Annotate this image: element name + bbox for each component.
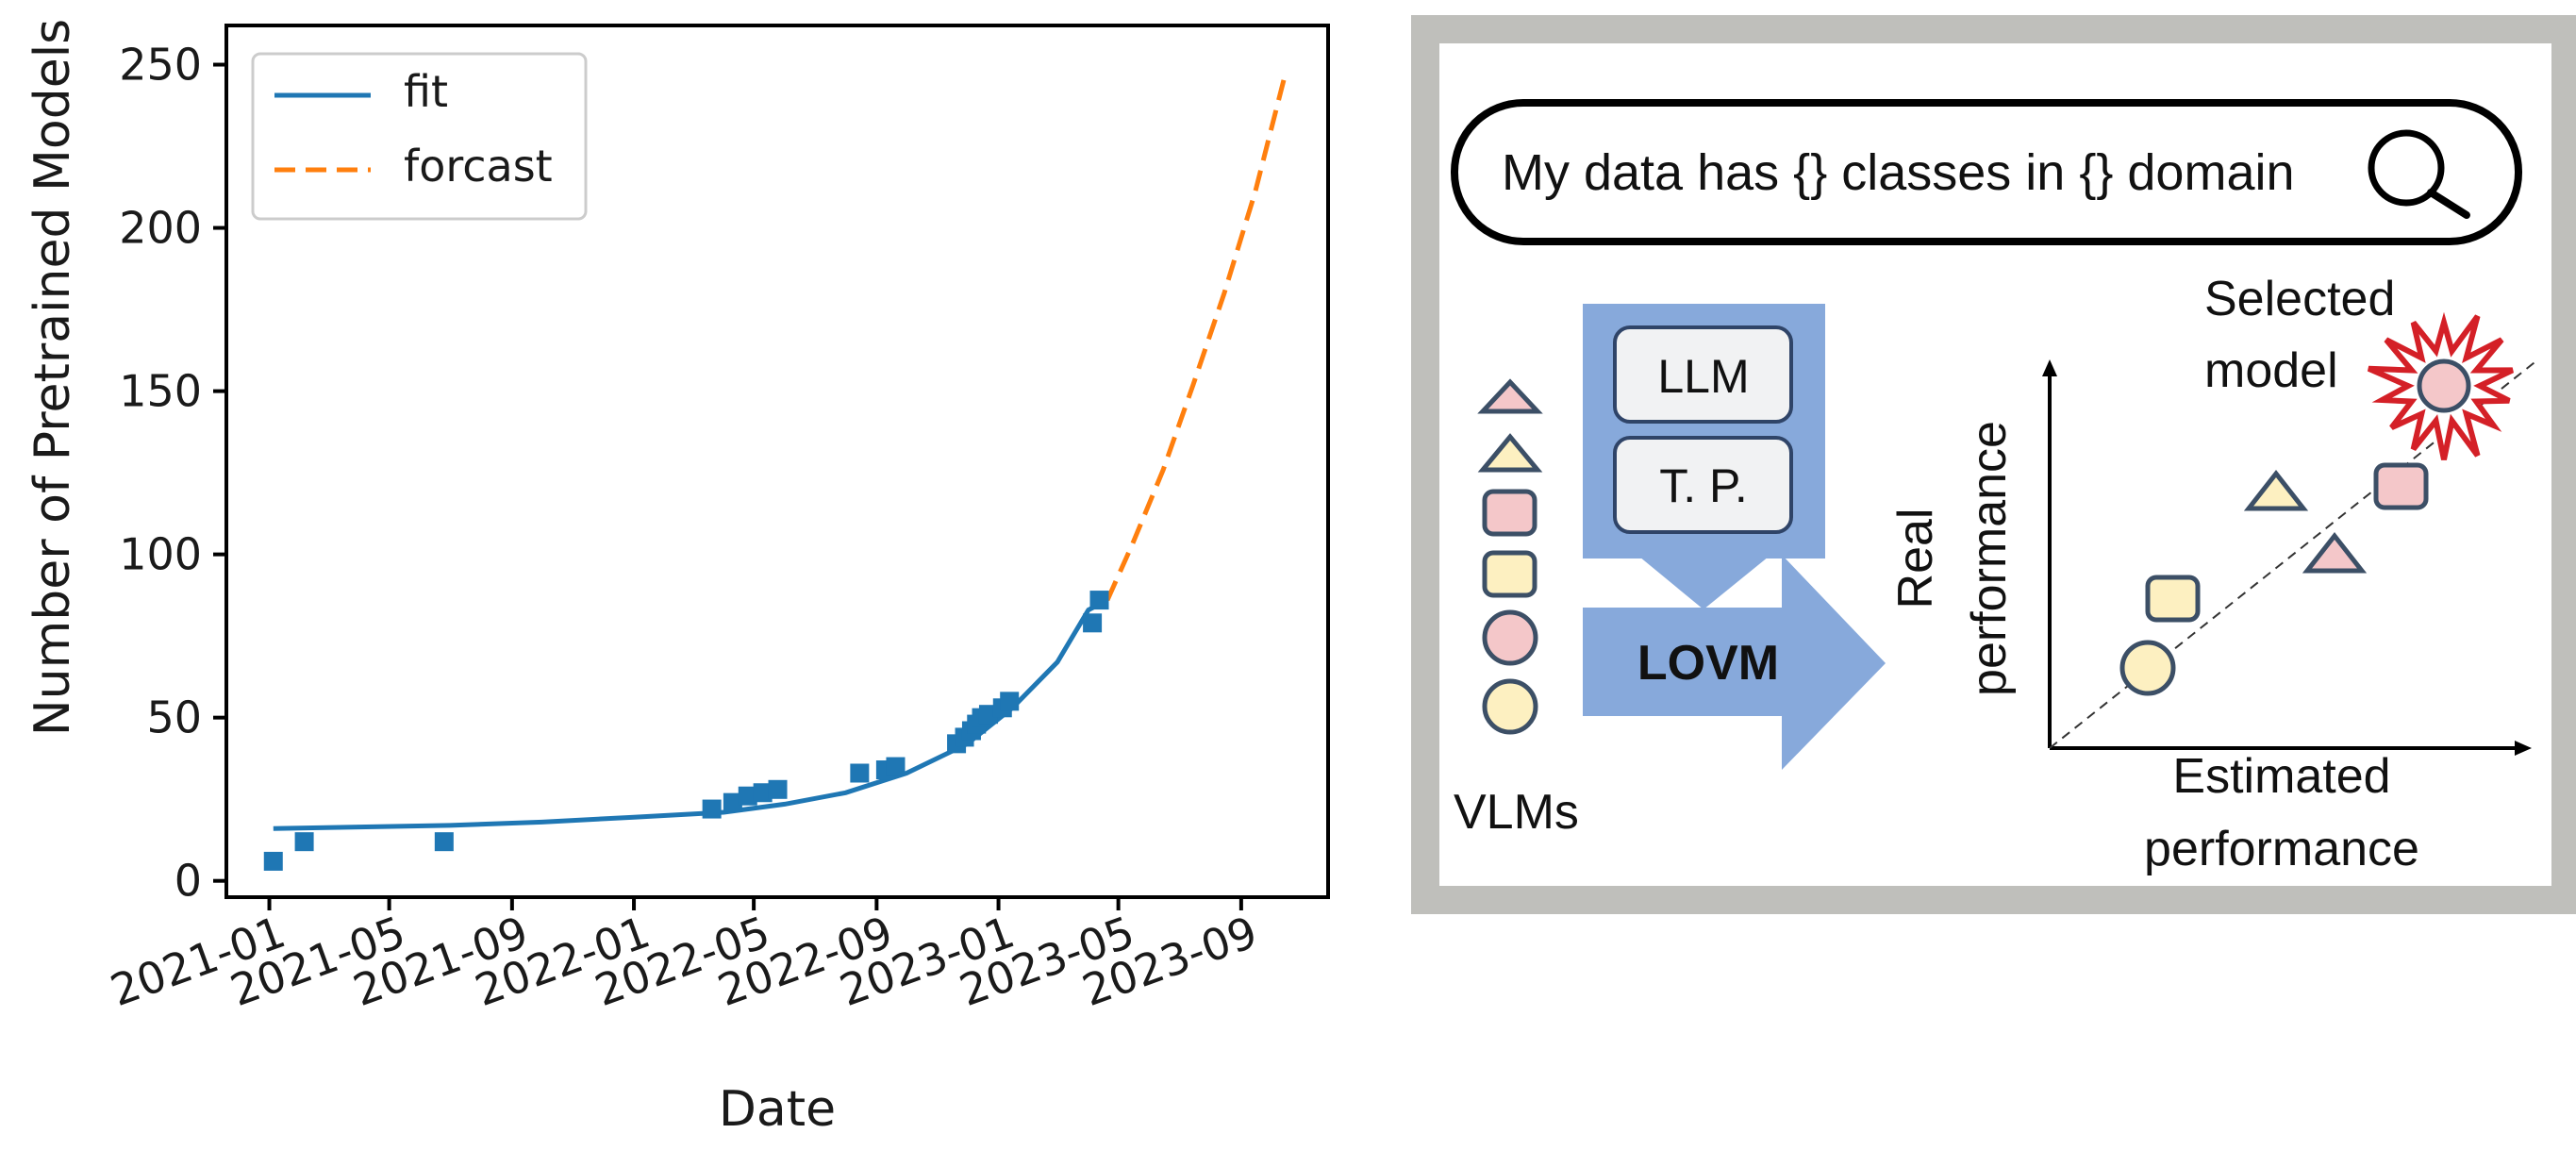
vlm-circle-pink [1482, 609, 1538, 666]
tp-box [1613, 436, 1793, 534]
lovm-arrow [1583, 555, 1886, 770]
legend-label-forcast: forcast [404, 141, 553, 192]
data-point-marker [434, 832, 454, 852]
vlm-square-pink [1482, 489, 1537, 537]
lovm-pipeline: LLM T. P. LOVM [1583, 304, 1886, 770]
series-line-forcast [1105, 74, 1288, 602]
data-point-marker [263, 851, 283, 871]
vlm-triangle-yellow [1477, 433, 1543, 473]
performance-plot: Selected model Real performance Estimate… [1888, 272, 2539, 876]
plot-frame [224, 24, 1330, 899]
data-point-marker [1000, 692, 1020, 711]
y-tick-label: 150 [119, 366, 202, 417]
series-layer [263, 74, 1288, 871]
y-tick-label: 50 [146, 692, 202, 743]
data-point-marker [723, 792, 742, 812]
data-point-marker [850, 763, 870, 783]
lovm-diagram: My data has {} classes in {} domain VLMs… [1411, 15, 2576, 914]
y-arrowhead [2042, 359, 2057, 376]
x-axis-label-line1: Estimated [2172, 749, 2390, 804]
point-triangle-pink [2302, 531, 2368, 574]
data-point-marker [702, 799, 722, 819]
x-arrowhead [2515, 741, 2532, 756]
x-axis-label-line2: performance [2144, 822, 2419, 876]
data-point-marker [1089, 591, 1109, 610]
forecast-chart: 0 50 100 150 200 250 2021-012021-052021-09202… [25, 19, 1330, 1138]
point-circle-pink-selected [2417, 358, 2471, 413]
vlm-triangle-pink [1477, 378, 1543, 414]
llm-label: LLM [1657, 350, 1749, 403]
down-arrow-head [1639, 557, 1769, 609]
search-query-text: My data has {} classes in {} domain [1502, 144, 2295, 201]
chart-legend: fit forcast [251, 52, 588, 221]
search-bar[interactable]: My data has {} classes in {} domain [1451, 99, 2522, 245]
y-axis-label-line2: performance [1962, 421, 2017, 696]
y-tick-label: 250 [119, 40, 202, 91]
series-line-fit [273, 597, 1109, 831]
y-tick-label: 200 [119, 203, 202, 254]
data-point-marker [294, 832, 314, 852]
llm-box [1613, 325, 1793, 424]
y-tick-label: 0 [175, 856, 202, 907]
vlms-label: VLMs [1454, 785, 1579, 840]
point-square-pink [2373, 462, 2429, 510]
lovm-label: LOVM [1637, 636, 1779, 691]
y-axis-ticks: 0 50 100 150 200 250 [119, 40, 226, 907]
tp-label: T. P. [1659, 459, 1748, 512]
y-tick-label: 100 [119, 529, 202, 580]
data-point-marker [768, 779, 788, 799]
x-axis-ticks: 2021-012021-052021-092022-012022-052022-… [104, 897, 1264, 1016]
point-circle-yellow [2119, 640, 2176, 696]
vlm-shapes: VLMs [1454, 378, 1579, 840]
vlm-square-yellow [1482, 550, 1537, 598]
vlm-circle-yellow [1482, 678, 1538, 735]
search-icon [2368, 129, 2470, 219]
data-point-marker [886, 757, 906, 776]
y-axis-label-line1: Real [1888, 508, 1943, 609]
selected-model-label-line2: model [2204, 343, 2338, 398]
x-axis-label: Date [719, 1081, 836, 1138]
data-point-marker [738, 786, 757, 806]
legend-label-fit: fit [404, 66, 448, 117]
point-square-yellow [2145, 575, 2201, 623]
y-axis-label: Number of Pretrained Models [25, 19, 81, 737]
data-point-marker [1083, 613, 1103, 633]
point-triangle-yellow [2243, 469, 2309, 511]
selected-model-label-line1: Selected [2204, 272, 2395, 326]
search-pill [1451, 99, 2522, 245]
data-point-marker [753, 783, 773, 803]
